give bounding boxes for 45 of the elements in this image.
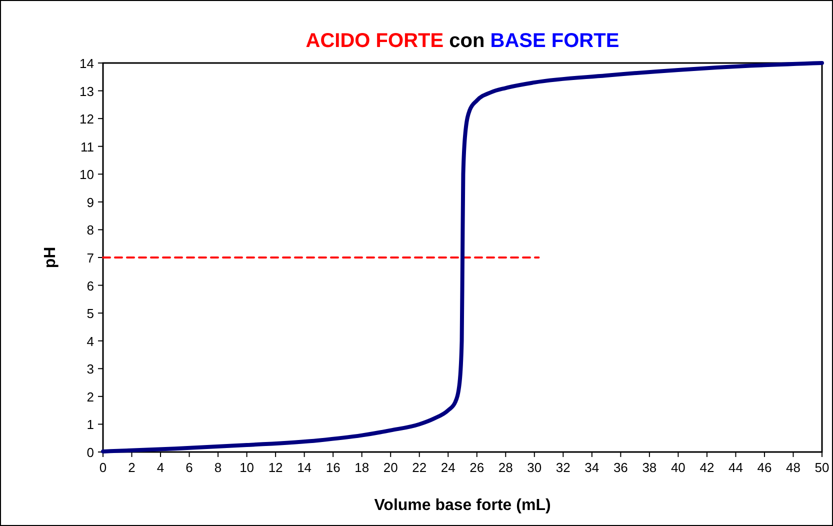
y-tick-label: 5	[86, 306, 94, 322]
x-tick-label: 42	[700, 460, 714, 475]
x-tick-label: 44	[728, 460, 743, 475]
y-tick-label: 7	[86, 250, 94, 266]
x-tick-label: 34	[584, 460, 600, 475]
x-tick-label: 30	[527, 460, 542, 475]
x-tick-label: 26	[470, 460, 484, 475]
y-tick-label: 1	[86, 417, 94, 432]
line-series	[101, 61, 824, 454]
x-tick-label: 18	[354, 460, 370, 475]
y-tick-label: 9	[86, 194, 94, 210]
x-tick-label: 50	[814, 460, 830, 475]
x-tick-label: 24	[440, 460, 456, 475]
x-tick-label: 20	[383, 460, 398, 475]
x-tick-label: 12	[268, 460, 283, 475]
x-tick-label: 6	[186, 460, 193, 475]
x-tick-label: 48	[786, 460, 800, 475]
x-tick-label: 38	[642, 460, 657, 475]
x-tick-label: 40	[670, 460, 686, 475]
y-tick-label: 11	[80, 139, 94, 154]
x-tick-label: 2	[128, 460, 136, 475]
y-tick-label: 6	[86, 278, 94, 294]
x-tick-label: 16	[326, 460, 340, 475]
x-tick-label: 8	[214, 460, 222, 475]
x-tick-label: 28	[498, 460, 513, 475]
x-tick-label: 22	[412, 460, 427, 475]
x-tick-label: 0	[99, 460, 107, 475]
y-tick-label: 2	[86, 389, 94, 404]
y-tick-label: 10	[80, 167, 94, 182]
x-tick-label: 10	[240, 460, 254, 475]
y-tick-label: 4	[86, 334, 94, 349]
y-tick-label: 14	[80, 56, 94, 71]
x-tick-label: 14	[297, 460, 312, 475]
y-tick-label: 8	[86, 222, 94, 238]
x-tick-label: 46	[757, 460, 772, 475]
chart-title: ACIDO FORTE con BASE FORTE	[306, 30, 620, 52]
x-axis-title: Volume base forte (mL)	[374, 497, 551, 514]
y-tick-label: 12	[80, 112, 94, 127]
y-tick-label: 0	[86, 445, 94, 460]
x-tick-label: 32	[556, 460, 570, 475]
y-tick-label: 3	[86, 362, 94, 377]
x-tick-label: 36	[613, 460, 628, 475]
y-axis-title: pH	[42, 246, 59, 268]
y-tick-label: 13	[80, 84, 94, 99]
x-tick-label: 4	[156, 460, 164, 475]
